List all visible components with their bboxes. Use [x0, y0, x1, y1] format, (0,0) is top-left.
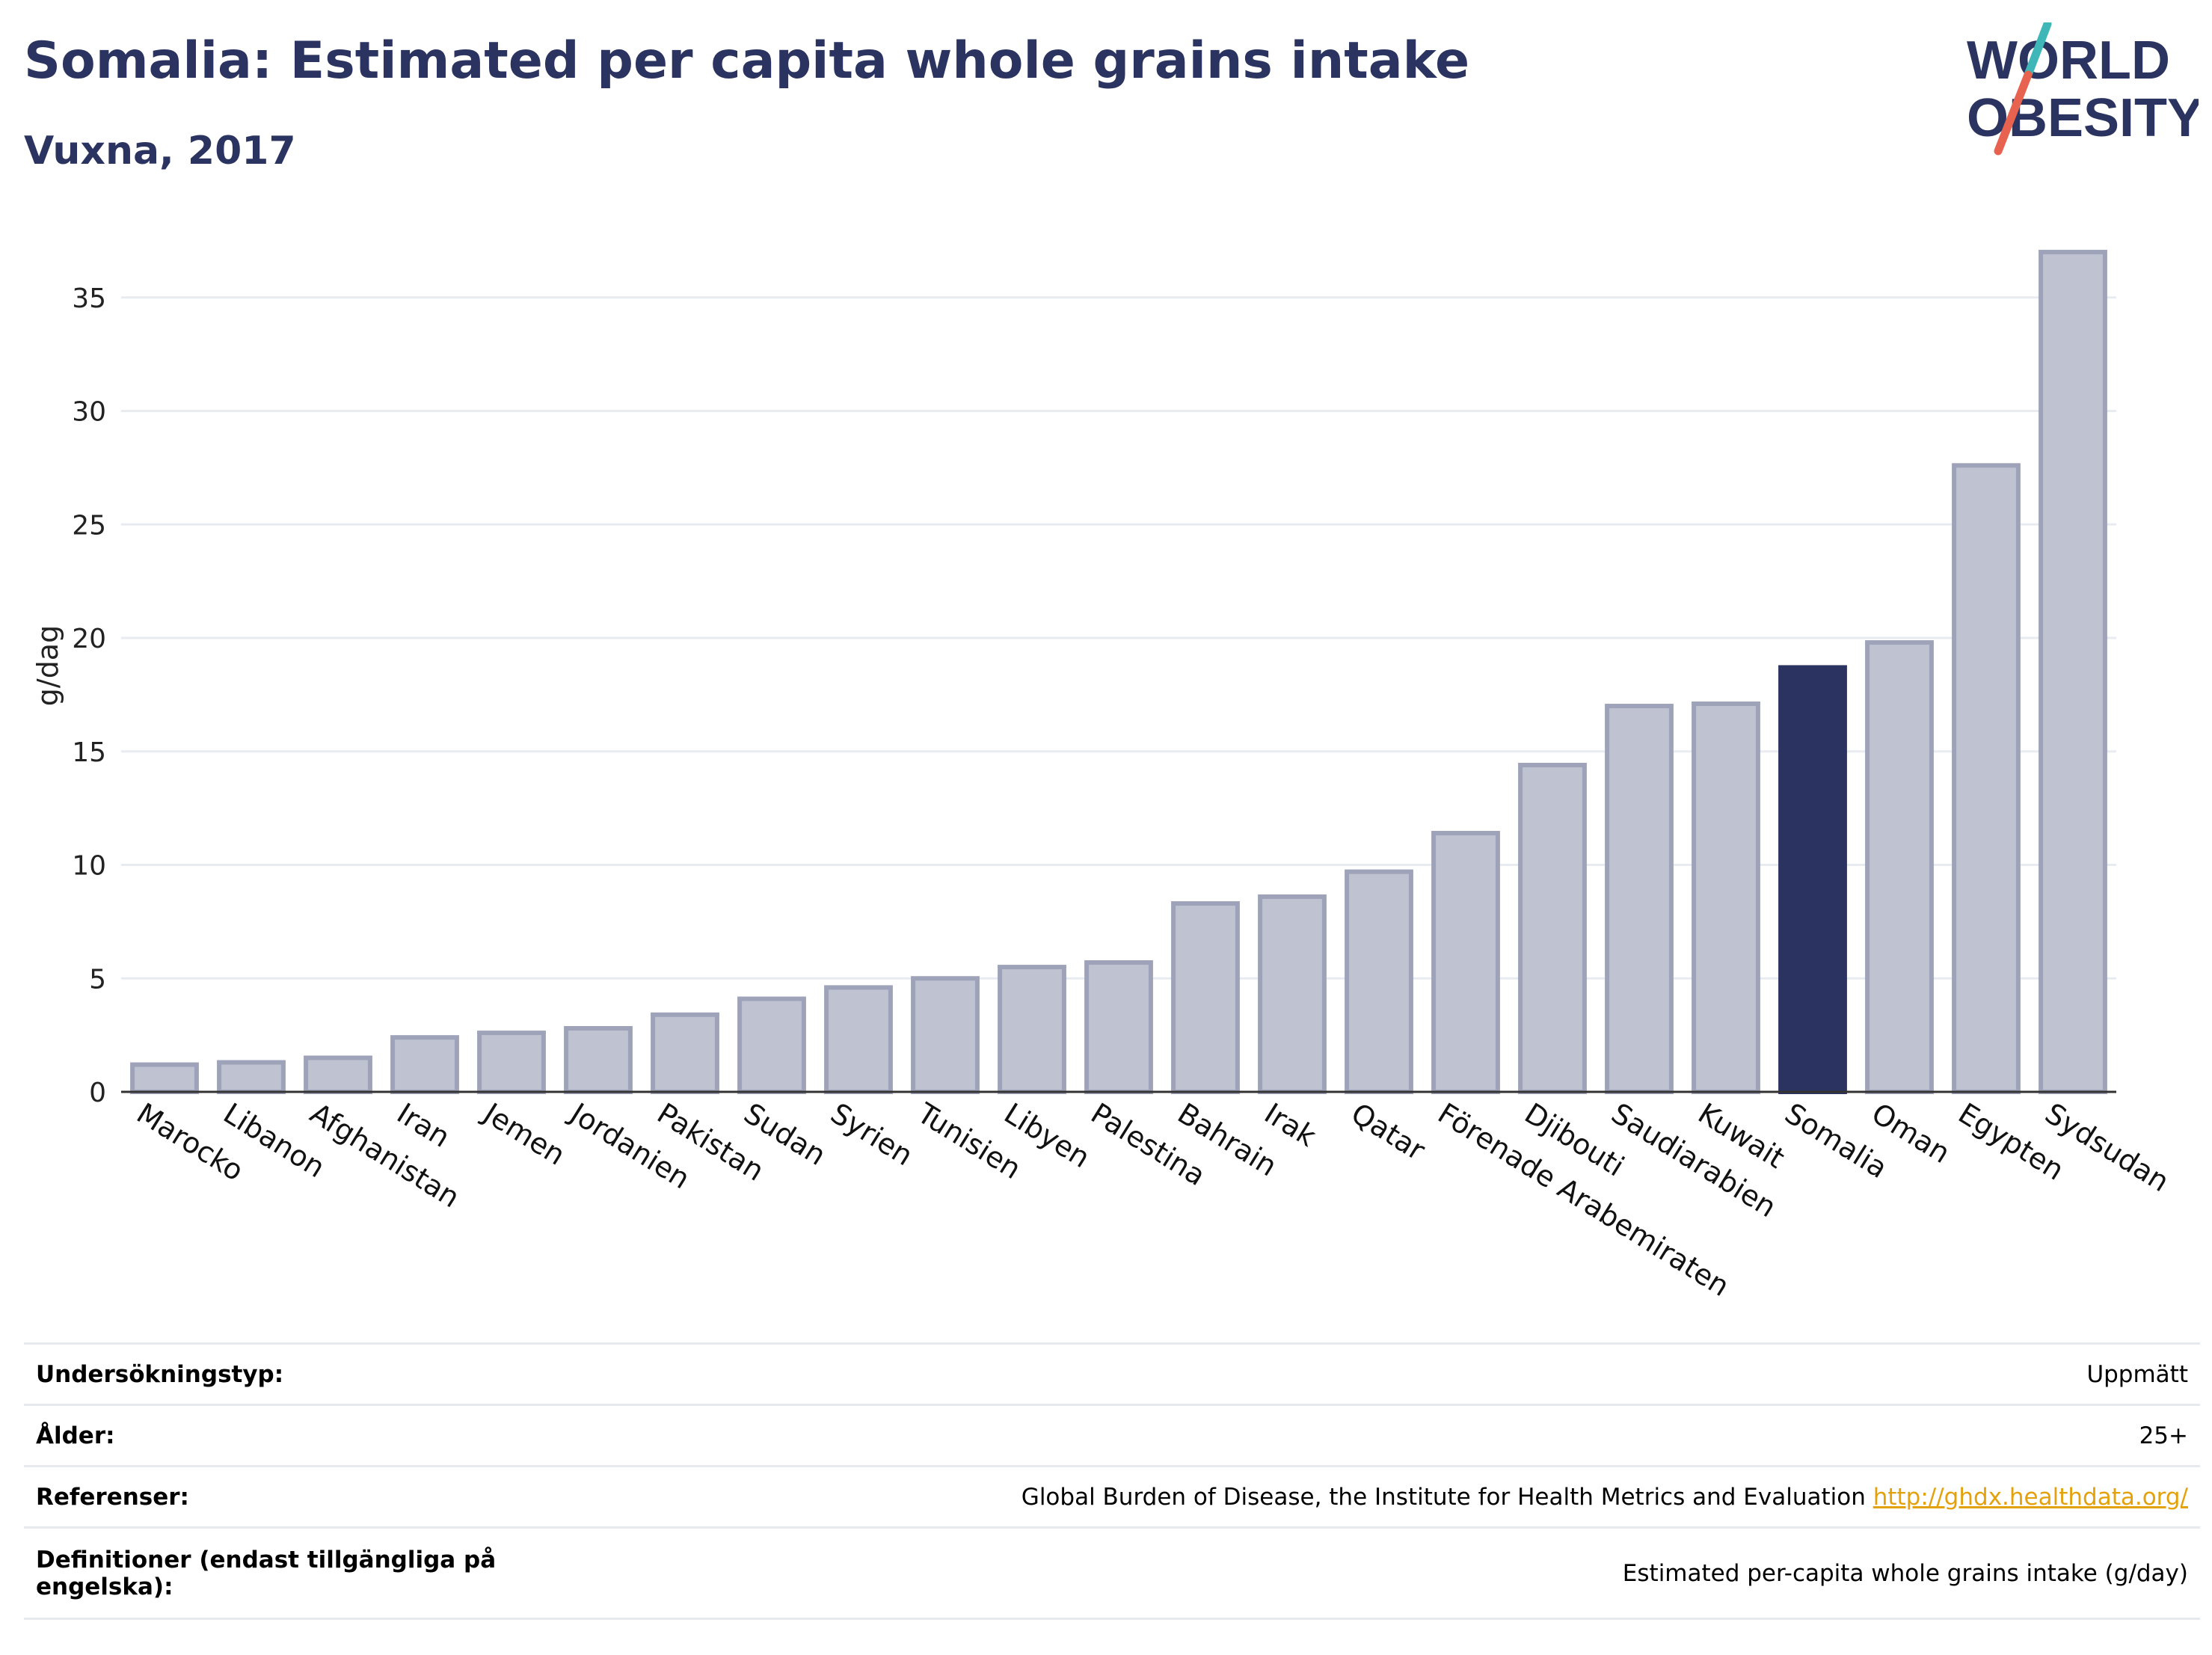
meta-row-survey-type: Undersökningstyp: Uppmätt: [24, 1342, 2200, 1406]
x-tick-label: Syrien: [825, 1096, 918, 1172]
bar-qatar[interactable]: [1345, 869, 1413, 1094]
bar-egypten[interactable]: [1952, 463, 2021, 1094]
y-tick-label: 0: [89, 1078, 106, 1108]
bar-sydsudan[interactable]: [2039, 250, 2107, 1094]
bar-palestina[interactable]: [1084, 960, 1153, 1094]
bar-jordanien[interactable]: [564, 1026, 633, 1095]
bar-libanon[interactable]: [217, 1060, 286, 1095]
x-tick-label: Irak: [1259, 1096, 1321, 1153]
y-tick-label: 5: [89, 964, 106, 995]
meta-key: Undersökningstyp:: [24, 1342, 541, 1406]
bar-djibouti[interactable]: [1518, 762, 1587, 1095]
bar-tunisien[interactable]: [911, 976, 980, 1094]
meta-key: Ålder:: [24, 1404, 541, 1467]
y-tick-label: 25: [72, 510, 106, 541]
bar-chart: 0 5 10 15 20 25 30 35 MarockoLibanonAfghanistan…: [72, 250, 2175, 1303]
meta-value-references: Global Burden of Disease, the Institute …: [541, 1465, 2200, 1529]
chart-title: Somalia: Estimated per capita whole grai…: [24, 31, 1470, 90]
meta-value: 25+: [541, 1404, 2200, 1467]
bar-iran[interactable]: [390, 1035, 459, 1095]
meta-value: Uppmätt: [541, 1342, 2200, 1406]
bar-oman[interactable]: [1865, 640, 1934, 1094]
meta-row-references: Referenser: Global Burden of Disease, th…: [24, 1465, 2200, 1529]
x-tick-label: Sydsudan: [2039, 1096, 2175, 1198]
references-text: Global Burden of Disease, the Institute …: [1021, 1483, 1866, 1511]
metadata-table: Undersökningstyp: Uppmätt Ålder: 25+ Ref…: [24, 1342, 2200, 1620]
bar-afghanistan[interactable]: [304, 1055, 372, 1094]
chart-subtitle: Vuxna, 2017: [24, 129, 296, 174]
bars: [130, 250, 2107, 1095]
x-tick-label: Jemen: [477, 1096, 571, 1171]
y-tick-label: 30: [72, 397, 106, 428]
meta-key: Referenser:: [24, 1465, 541, 1529]
y-axis-label: g/dag: [31, 624, 64, 707]
x-tick-label: Qatar: [1345, 1096, 1431, 1167]
bar-bahrain[interactable]: [1171, 901, 1240, 1094]
bar-förenade-arabemiraten[interactable]: [1431, 831, 1500, 1094]
logo-line1: WORLD: [1967, 31, 2170, 90]
bar-jemen[interactable]: [477, 1031, 546, 1094]
meta-key: Definitioner (endast tillgängliga på eng…: [24, 1526, 541, 1620]
bar-sudan[interactable]: [737, 996, 806, 1094]
y-tick-label: 15: [72, 737, 106, 768]
y-tick-label: 10: [72, 851, 106, 882]
bar-syrien[interactable]: [824, 985, 893, 1095]
bar-irak[interactable]: [1258, 894, 1327, 1094]
bar-somalia[interactable]: [1778, 665, 1847, 1094]
bar-libyen[interactable]: [998, 965, 1066, 1094]
meta-value: Estimated per-capita whole grains intake…: [541, 1526, 2200, 1620]
meta-row-age: Ålder: 25+: [24, 1404, 2200, 1467]
bar-marocko[interactable]: [130, 1062, 199, 1094]
bar-saudiarabien[interactable]: [1605, 704, 1674, 1094]
references-link[interactable]: http://ghdx.healthdata.org/: [1872, 1483, 2188, 1511]
bar-kuwait[interactable]: [1692, 701, 1760, 1094]
y-axis-ticks: 0 5 10 15 20 25 30 35: [72, 283, 106, 1108]
world-obesity-logo: WORLD OBESITY: [1967, 22, 2199, 156]
meta-row-definitions: Definitioner (endast tillgängliga på eng…: [24, 1526, 2200, 1620]
y-tick-label: 35: [72, 283, 106, 314]
bar-pakistan[interactable]: [651, 1012, 719, 1095]
y-tick-label: 20: [72, 624, 106, 654]
